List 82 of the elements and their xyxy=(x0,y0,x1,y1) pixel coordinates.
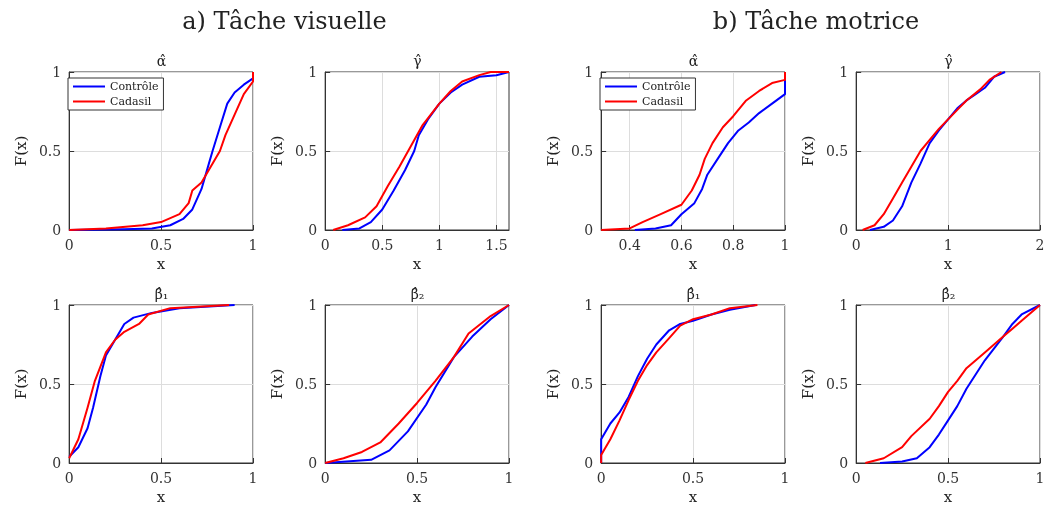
x-tick-label: 0 xyxy=(64,470,74,486)
legend-label: Contrôle xyxy=(110,80,159,93)
chart-title: α̂ xyxy=(156,53,167,69)
y-axis-title: F(x) xyxy=(543,368,562,400)
x-tick-label: 0.4 xyxy=(618,237,641,253)
chart-title: γ̂ xyxy=(413,53,422,69)
x-tick-label: 0.6 xyxy=(670,237,693,253)
legend-label: Cadasil xyxy=(110,95,152,108)
y-tick-label: 0.5 xyxy=(38,376,62,392)
text: b) Tâche motrice xyxy=(711,7,921,35)
x-tick-label: 1 xyxy=(248,237,258,253)
y-tick-label: 0 xyxy=(308,222,318,238)
y-tick-label: 0 xyxy=(584,455,594,471)
x-axis-title: x xyxy=(156,255,166,274)
x-tick-label: 0.8 xyxy=(722,237,745,253)
y-tick-label: 0 xyxy=(584,222,594,238)
y-tick-label: 0 xyxy=(52,222,62,238)
y-tick-label: 1 xyxy=(839,297,849,313)
chart-title: γ̂ xyxy=(944,53,953,69)
x-tick-label: 0 xyxy=(320,470,330,486)
x-tick-label: 0.5 xyxy=(681,470,705,486)
y-tick-label: 0 xyxy=(52,455,62,471)
x-tick-label: 1 xyxy=(943,237,953,253)
y-tick-label: 1 xyxy=(584,64,594,80)
y-tick-label: 0.5 xyxy=(294,143,318,159)
x-tick-label: 0.5 xyxy=(936,470,960,486)
x-tick-label: 1 xyxy=(434,237,444,253)
x-tick-label: 1.5 xyxy=(485,237,508,253)
y-tick-label: 0.5 xyxy=(294,376,318,392)
y-tick-label: 1 xyxy=(308,64,318,80)
x-tick-label: 0 xyxy=(851,237,861,253)
legend-label: Contrôle xyxy=(642,80,691,93)
y-tick-label: 1 xyxy=(52,64,62,80)
x-tick-label: 0 xyxy=(851,470,861,486)
x-tick-label: 1 xyxy=(248,470,258,486)
y-tick-label: 0.5 xyxy=(825,376,849,392)
x-tick-label: 0 xyxy=(596,470,606,486)
y-axis-title: F(x) xyxy=(798,135,817,167)
x-axis-title: x xyxy=(943,255,953,274)
y-tick-label: 1 xyxy=(52,297,62,313)
x-axis-title: x xyxy=(412,255,422,274)
chart-title: β̂₁ xyxy=(686,286,701,302)
x-axis-title: x xyxy=(688,488,698,507)
y-tick-label: 0 xyxy=(839,455,849,471)
chart-title: α̂ xyxy=(688,53,699,69)
y-axis-title: F(x) xyxy=(543,135,562,167)
x-tick-label: 1 xyxy=(504,470,514,486)
y-tick-label: 0.5 xyxy=(38,143,62,159)
x-axis-title: x xyxy=(156,488,166,507)
text: a) Tâche visuelle xyxy=(181,7,388,35)
y-tick-label: 0 xyxy=(839,222,849,238)
x-tick-label: 1 xyxy=(780,237,790,253)
y-tick-label: 1 xyxy=(308,297,318,313)
y-tick-label: 0.5 xyxy=(570,143,594,159)
y-tick-label: 0.5 xyxy=(825,143,849,159)
x-tick-label: 2 xyxy=(1035,237,1045,253)
y-tick-label: 0.5 xyxy=(570,376,594,392)
y-tick-label: 1 xyxy=(584,297,594,313)
chart-title: β̂₁ xyxy=(154,286,169,302)
line-series xyxy=(600,71,786,231)
x-tick-label: 0.5 xyxy=(149,237,173,253)
y-axis-title: F(x) xyxy=(267,135,286,167)
x-tick-label: 0 xyxy=(320,237,330,253)
x-axis-title: x xyxy=(943,488,953,507)
y-tick-label: 1 xyxy=(839,64,849,80)
x-tick-label: 0 xyxy=(64,237,74,253)
y-axis-title: F(x) xyxy=(11,368,30,400)
chart-title: β̂₂ xyxy=(941,286,956,302)
x-axis-title: x xyxy=(688,255,698,274)
x-tick-label: 0.5 xyxy=(149,470,173,486)
line-series xyxy=(324,304,510,464)
legend-label: Cadasil xyxy=(642,95,684,108)
y-axis-title: F(x) xyxy=(798,368,817,400)
y-axis-title: F(x) xyxy=(11,135,30,167)
x-tick-label: 1 xyxy=(780,470,790,486)
y-tick-label: 0 xyxy=(308,455,318,471)
chart-title: β̂₂ xyxy=(410,286,425,302)
x-tick-label: 1 xyxy=(1035,470,1045,486)
y-axis-title: F(x) xyxy=(267,368,286,400)
x-tick-label: 0.5 xyxy=(405,470,429,486)
x-tick-label: 0.5 xyxy=(371,237,394,253)
x-axis-title: x xyxy=(412,488,422,507)
